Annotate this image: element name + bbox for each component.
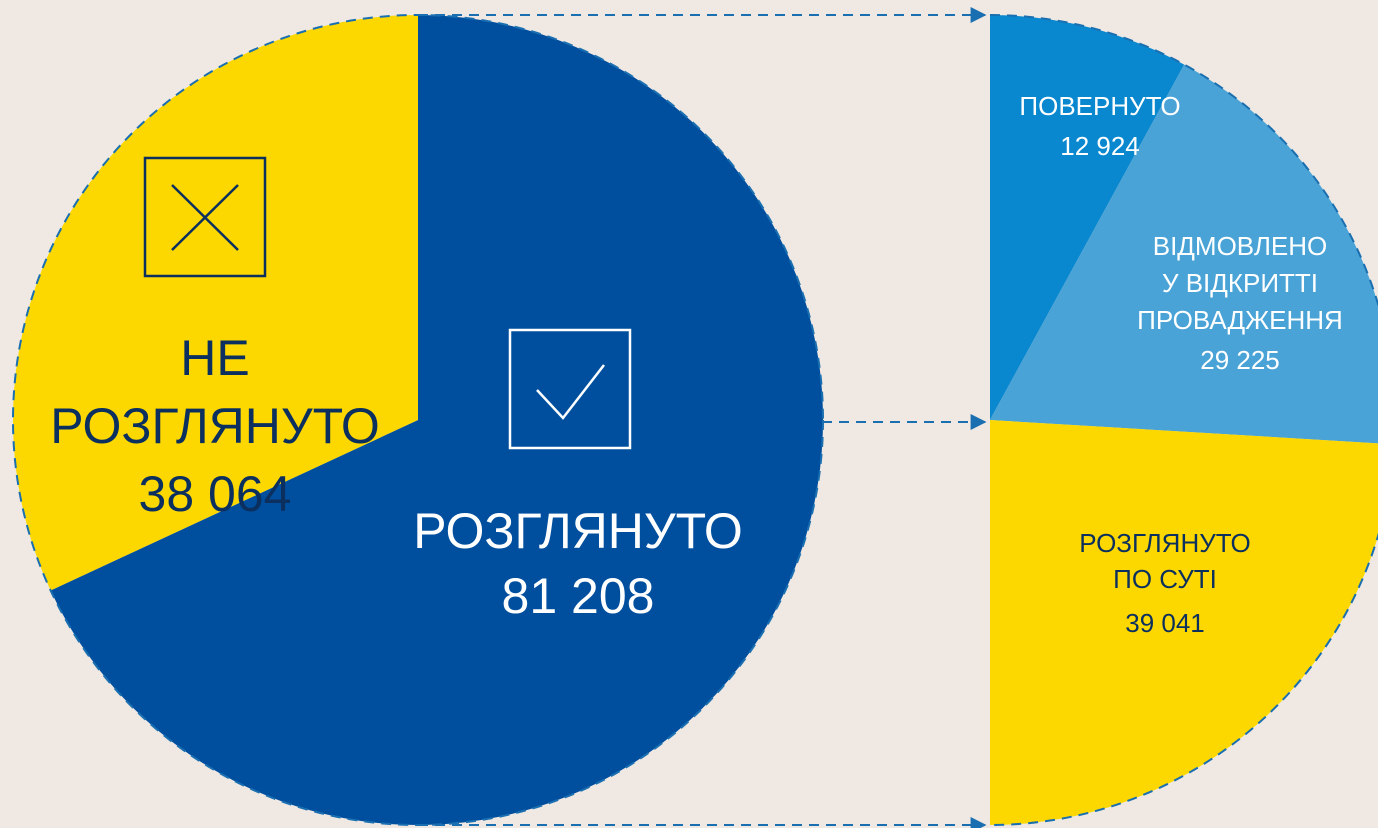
slice bbox=[990, 420, 1378, 825]
slice-label: У ВІДКРИТТІ bbox=[1162, 268, 1318, 298]
slice-label: НЕ bbox=[180, 330, 249, 386]
slice-label: ВІДМОВЛЕНО bbox=[1153, 231, 1328, 261]
slice-label: РОЗГЛЯНУТО bbox=[413, 503, 743, 559]
value-label: 81 208 bbox=[502, 568, 655, 624]
slice bbox=[990, 15, 1185, 420]
slice-label: ПО СУТІ bbox=[1113, 564, 1217, 594]
slice-label: РОЗГЛЯНУТО bbox=[1079, 528, 1250, 558]
slices bbox=[12, 15, 1378, 825]
value-label: 38 064 bbox=[139, 466, 292, 522]
labels: РОЗГЛЯНУТО 81 208 НЕ РОЗГЛЯНУТО 38 064 ПОВЕРН… bbox=[50, 91, 1343, 638]
value-label: 29 225 bbox=[1200, 345, 1280, 375]
value-label: 39 041 bbox=[1125, 608, 1205, 638]
check-icon bbox=[508, 328, 632, 450]
slice bbox=[12, 15, 419, 591]
slice bbox=[50, 15, 824, 825]
half-pie-outline bbox=[989, 14, 1378, 826]
slice bbox=[990, 64, 1378, 444]
slice-label: РОЗГЛЯНУТО bbox=[50, 398, 380, 454]
slice-label: ПРОВАДЖЕННЯ bbox=[1137, 305, 1343, 335]
value-label: 12 924 bbox=[1060, 131, 1140, 161]
slice-label: ПОВЕРНУТО bbox=[1019, 91, 1180, 121]
cross-icon bbox=[143, 156, 267, 278]
